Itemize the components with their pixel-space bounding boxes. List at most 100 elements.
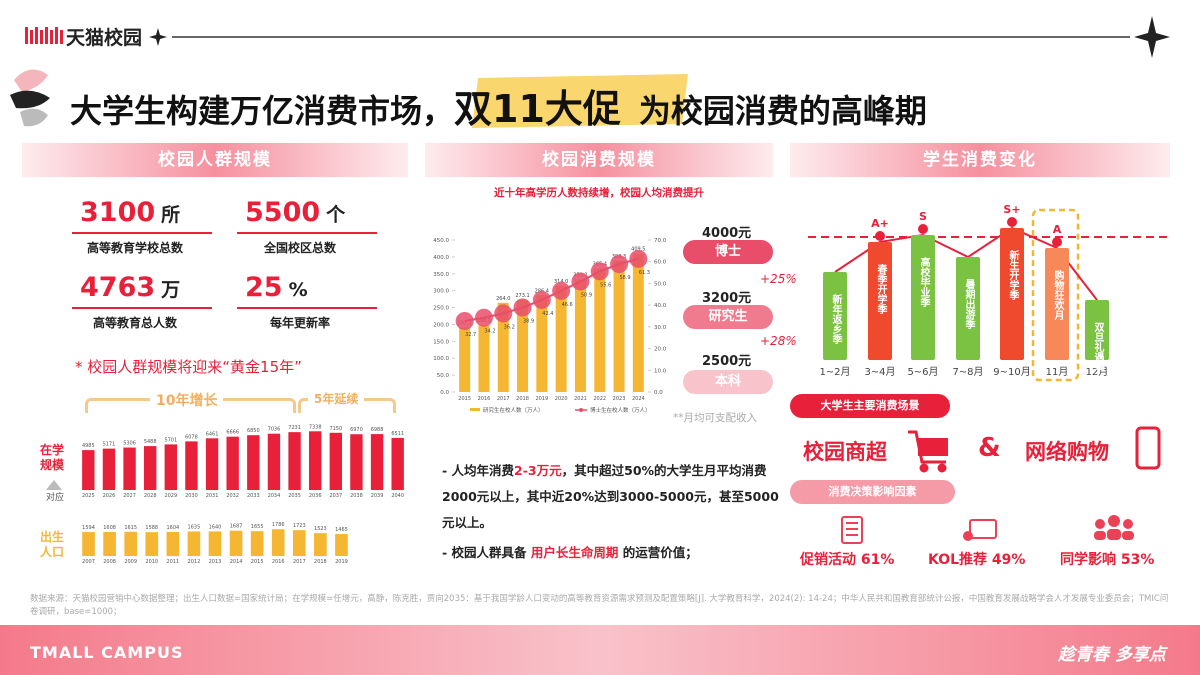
data-label: 1588 — [145, 525, 158, 531]
title-highlight-text: 双11大促 — [454, 87, 621, 131]
bar — [145, 532, 159, 556]
price: 3200元 — [702, 291, 752, 306]
slogan: 趁青春 多享点 — [1058, 645, 1166, 665]
x-tick-label: 2037 — [329, 493, 342, 499]
sparkle — [1134, 16, 1170, 58]
y-tick-label: 450.0 — [433, 238, 449, 244]
grade-dot — [875, 231, 885, 241]
data-label: 1465 — [335, 527, 348, 533]
bullet-text: ，其中超过50%的大学生月平均消费2000元以上，其中近20%达到3000-50… — [442, 463, 779, 530]
legend-label: 博士生在校人数（万人） — [590, 406, 651, 414]
point — [532, 290, 551, 309]
season-bar — [1085, 300, 1109, 360]
title: 大学生构建万亿消费市场，双11大促 为校园消费的高峰期 — [70, 78, 927, 133]
bracket-label: 10年增长 — [150, 390, 224, 410]
stat: 4763 万高等教育总人数 — [72, 272, 240, 330]
axis-label: 出生人口 — [40, 530, 65, 559]
data-label: 38.9 — [523, 319, 534, 325]
bar — [205, 438, 219, 490]
bar — [594, 268, 606, 392]
x-tick-label: 2014 — [230, 559, 243, 565]
grade-dot — [1052, 237, 1062, 247]
data-label: 5701 — [164, 437, 177, 443]
data-label: 6511 — [391, 431, 404, 437]
legend-swatch — [579, 408, 583, 412]
growth: +25% — [760, 272, 797, 286]
tier: 博士 — [683, 240, 773, 264]
data-label: 1640 — [209, 524, 222, 530]
price: 4000元 — [702, 226, 752, 241]
subtitle: 近十年高学历人数持续增，校园人均消费提升 — [494, 187, 704, 199]
bullet-text: - 校园人群具备 — [442, 545, 531, 560]
data-label: 1608 — [103, 525, 116, 531]
bar — [124, 531, 138, 556]
bar — [391, 437, 404, 490]
scene-sep: & — [978, 433, 1001, 463]
grade-label: A+ — [871, 217, 889, 230]
bullet-text: 2-3万元 — [514, 463, 562, 478]
pill — [790, 394, 950, 418]
point — [455, 311, 474, 330]
bar — [208, 531, 222, 556]
point — [590, 262, 609, 281]
y2-tick-label: 30.0 — [654, 325, 667, 331]
data-label: 1786 — [272, 522, 285, 528]
data-label: 5488 — [144, 439, 157, 445]
month-label: 5~6月 — [907, 366, 938, 378]
grade-label: A — [1053, 223, 1062, 236]
y-tick-label: 100.0 — [433, 356, 449, 362]
bar — [613, 260, 625, 392]
y2-tick-label: 20.0 — [654, 347, 667, 353]
data-label: 6078 — [185, 434, 198, 440]
season-label: 春季开学季 — [875, 264, 886, 314]
bar — [123, 447, 136, 490]
x-tick-label: 2025 — [82, 493, 95, 499]
y2-tick-label: 0.0 — [654, 390, 663, 396]
data-label: 6988 — [371, 427, 384, 433]
pill — [790, 480, 955, 504]
logo-text: 天猫校园 — [66, 27, 143, 49]
data-label: 6850 — [247, 428, 260, 434]
sparkle — [149, 28, 167, 46]
month-label: 11月 — [1046, 366, 1069, 378]
data-label: 409.5 — [631, 247, 645, 253]
x-tick-label: 2008 — [103, 559, 116, 565]
bar — [229, 530, 243, 556]
stat: 5500 个全国校区总数 — [237, 197, 405, 255]
x-tick-label: 2027 — [123, 493, 136, 499]
bar — [267, 433, 281, 490]
stat-number: 5500 — [245, 197, 321, 228]
stat-underline — [72, 307, 212, 309]
season-label: 暑期出游季 — [963, 279, 974, 329]
data-label: 1635 — [188, 524, 201, 530]
stat-label: 高等教育总人数 — [92, 316, 177, 330]
bar — [497, 302, 509, 392]
growth: +28% — [760, 334, 797, 348]
arrow — [46, 480, 62, 490]
bar — [350, 434, 363, 490]
data-label: 58.9 — [619, 275, 630, 281]
bar — [478, 325, 490, 392]
data-label: 34.2 — [484, 329, 495, 335]
y-tick-label: 200.0 — [433, 322, 449, 328]
grade-dot — [1007, 217, 1017, 227]
data-label: 55.6 — [600, 282, 611, 288]
section-heading: 学生消费变化 — [790, 143, 1170, 177]
title-highlight — [472, 74, 688, 128]
data-label: 264.0 — [496, 296, 510, 302]
bar — [82, 532, 95, 556]
x-tick-label: 2035 — [288, 493, 301, 499]
stat-unit: 所 — [161, 204, 181, 226]
title-icon — [10, 69, 50, 127]
tier: 研究生 — [683, 305, 773, 329]
x-tick-label: 2007 — [82, 559, 95, 565]
bar — [555, 285, 567, 392]
factor: KOL推荐 49% — [928, 552, 1026, 568]
season-bar — [956, 257, 980, 360]
x-tick-label: 2018 — [314, 559, 327, 565]
data-label: 1523 — [314, 526, 327, 532]
data-label: 5306 — [123, 441, 136, 447]
month-label: 1~2月 — [819, 366, 850, 378]
bullet: - 校园人群具备 用户长生命周期 的运营价值； — [442, 540, 782, 566]
